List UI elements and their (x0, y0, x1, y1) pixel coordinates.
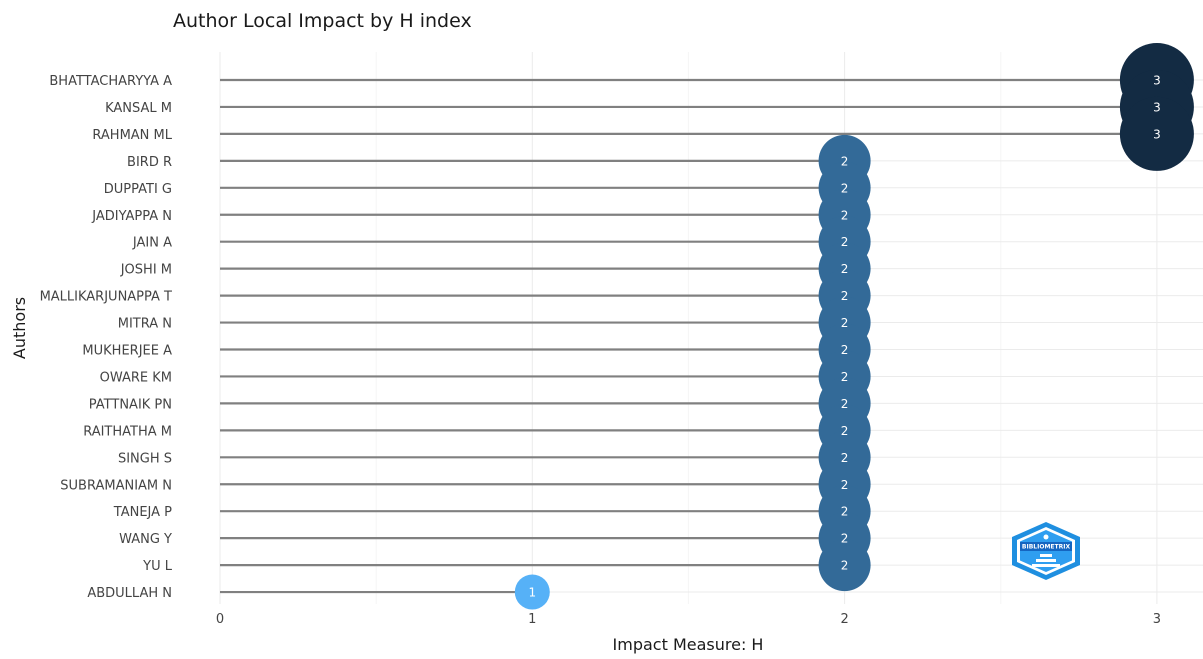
data-label: 2 (841, 559, 849, 573)
data-label: 3 (1153, 74, 1161, 88)
chart-title: Author Local Impact by H index (173, 10, 472, 32)
data-label: 2 (841, 235, 849, 249)
y-tick-label: BHATTACHARYYA A (49, 74, 172, 89)
label-layer: 0 1 2 3 BHATTACHARYYA A 3 KANSAL M 3 RAHMAN ML 3 B… (40, 74, 1161, 628)
y-tick-label: MALLIKARJUNAPPA T (40, 290, 172, 305)
y-tick-label: PATTNAIK PN (89, 397, 172, 412)
y-tick-label: WANG Y (119, 532, 172, 547)
data-label: 2 (841, 532, 849, 546)
data-label: 2 (841, 343, 849, 357)
y-tick-label: OWARE KM (100, 370, 172, 385)
data-label: 3 (1153, 100, 1161, 114)
watermark-text: BIBLIOMETRIX (1022, 544, 1071, 551)
y-tick-label: ABDULLAH N (87, 586, 172, 601)
data-label: 2 (841, 316, 849, 330)
y-tick-label: TANEJA P (113, 505, 172, 520)
y-tick-label: SINGH S (118, 451, 172, 466)
y-tick-label: DUPPATI G (104, 182, 172, 197)
y-tick-label: RAHMAN ML (92, 128, 172, 143)
data-label: 2 (841, 424, 849, 438)
bibliometrix-logo-icon: BIBLIOMETRIX (1012, 522, 1080, 580)
data-label: 2 (841, 262, 849, 276)
data-label: 2 (841, 370, 849, 384)
y-tick-label: KANSAL M (105, 101, 172, 116)
y-tick-label: MITRA N (118, 317, 172, 332)
data-label: 3 (1153, 127, 1161, 141)
data-label: 2 (841, 154, 849, 168)
y-axis-label: Authors (10, 297, 29, 359)
y-tick-label: YU L (142, 559, 173, 574)
x-tick-label: 3 (1153, 612, 1161, 627)
x-tick-label: 0 (216, 612, 224, 627)
x-tick-label: 2 (840, 612, 848, 627)
point-layer (514, 43, 1194, 610)
y-tick-label: JOSHI M (120, 263, 172, 278)
data-label: 1 (528, 586, 536, 600)
y-tick-label: BIRD R (127, 155, 172, 170)
y-tick-label: MUKHERJEE A (82, 344, 172, 359)
y-tick-label: JAIN A (132, 236, 172, 251)
data-point (818, 539, 871, 592)
data-label: 2 (841, 451, 849, 465)
data-label: 2 (841, 478, 849, 492)
y-tick-label: RAITHATHA M (83, 424, 172, 439)
data-label: 2 (841, 181, 849, 195)
data-label: 2 (841, 397, 849, 411)
x-axis-label: Impact Measure: H (613, 635, 764, 654)
data-label: 2 (841, 208, 849, 222)
y-tick-label: JADIYAPPA N (91, 209, 172, 224)
x-tick-label: 1 (528, 612, 536, 627)
data-point (1119, 96, 1194, 171)
data-point (514, 574, 550, 610)
data-label: 2 (841, 505, 849, 519)
data-label: 2 (841, 289, 849, 303)
stem-layer (220, 78, 1157, 594)
y-tick-label: SUBRAMANIAM N (60, 478, 172, 493)
